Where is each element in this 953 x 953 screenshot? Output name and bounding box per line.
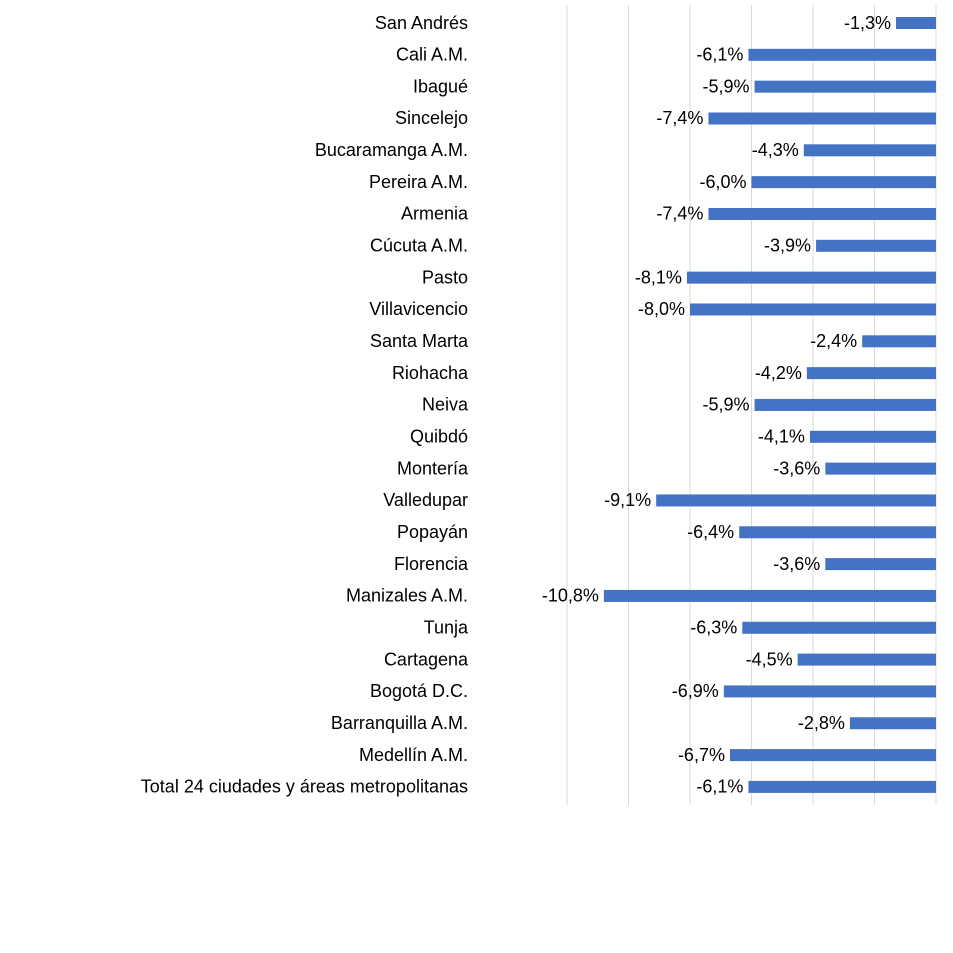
value-label: -4,3%: [752, 140, 799, 160]
bar: [797, 653, 936, 666]
value-label: -2,4%: [810, 331, 857, 351]
bar: [748, 48, 936, 61]
bar: [729, 749, 936, 762]
bar: [825, 558, 936, 571]
bar: [686, 271, 936, 284]
value-label: -9,1%: [604, 490, 651, 510]
category-label: Pereira A.M.: [369, 172, 468, 192]
value-label: -1,3%: [844, 13, 891, 33]
category-label: Montería: [397, 458, 469, 478]
bar: [656, 494, 936, 507]
value-label: -5,9%: [703, 395, 750, 415]
category-label: Cali A.M.: [396, 45, 468, 65]
bar: [803, 144, 936, 157]
category-label: Santa Marta: [370, 331, 469, 351]
category-label: San Andrés: [375, 13, 468, 33]
value-label: -7,4%: [656, 108, 703, 128]
value-label: -7,4%: [656, 204, 703, 224]
bar: [896, 17, 936, 29]
value-label: -6,1%: [696, 777, 743, 797]
category-label: Bogotá D.C.: [370, 681, 468, 701]
category-label: Armenia: [401, 204, 469, 224]
category-label: Tunja: [424, 618, 469, 638]
value-label: -6,0%: [699, 172, 746, 192]
category-label: Bucaramanga A.M.: [315, 140, 468, 160]
value-label: -2,8%: [798, 713, 845, 733]
category-label: Barranquilla A.M.: [331, 713, 468, 733]
value-label: -3,9%: [764, 236, 811, 256]
category-label: Medellín A.M.: [359, 745, 468, 765]
bar: [825, 462, 936, 475]
category-label: Valledupar: [383, 490, 468, 510]
category-label: Manizales A.M.: [346, 586, 468, 606]
value-label: -5,9%: [703, 76, 750, 96]
bar: [754, 398, 936, 411]
value-label: -4,2%: [755, 363, 802, 383]
category-label: Pasto: [422, 267, 468, 287]
category-label: Riohacha: [392, 363, 469, 383]
value-label: -6,7%: [678, 745, 725, 765]
value-label: -6,3%: [690, 618, 737, 638]
value-label: -4,1%: [758, 427, 805, 447]
category-label: Florencia: [394, 554, 469, 574]
value-label: -8,1%: [635, 267, 682, 287]
value-label: -6,4%: [687, 522, 734, 542]
bar: [739, 526, 936, 539]
category-label: Villavicencio: [369, 299, 468, 319]
category-label: Quibdó: [410, 427, 468, 447]
category-label: Popayán: [397, 522, 468, 542]
bar: [806, 367, 936, 380]
bar: [754, 80, 936, 93]
bar: [708, 112, 936, 125]
category-label: Ibagué: [413, 76, 468, 96]
category-label: Total 24 ciudades y áreas metropolitanas: [141, 777, 468, 797]
value-label: -6,9%: [672, 681, 719, 701]
value-label: -3,6%: [773, 458, 820, 478]
bar: [849, 717, 936, 730]
value-label: -10,8%: [542, 586, 599, 606]
bar: [742, 621, 936, 634]
bar: [751, 176, 936, 189]
value-label: -4,5%: [746, 649, 793, 669]
bar: [862, 335, 936, 348]
bar: [816, 239, 936, 252]
bar: [809, 430, 936, 443]
category-label: Cartagena: [384, 649, 469, 669]
value-label: -3,6%: [773, 554, 820, 574]
bar: [748, 780, 936, 793]
bar: [690, 303, 936, 316]
bar: [708, 207, 936, 220]
bar: [723, 685, 936, 698]
category-label: Neiva: [422, 395, 469, 415]
value-label: -6,1%: [696, 45, 743, 65]
value-label: -8,0%: [638, 299, 685, 319]
bar: [603, 589, 936, 602]
category-label: Sincelejo: [395, 108, 468, 128]
category-label: Cúcuta A.M.: [370, 236, 468, 256]
